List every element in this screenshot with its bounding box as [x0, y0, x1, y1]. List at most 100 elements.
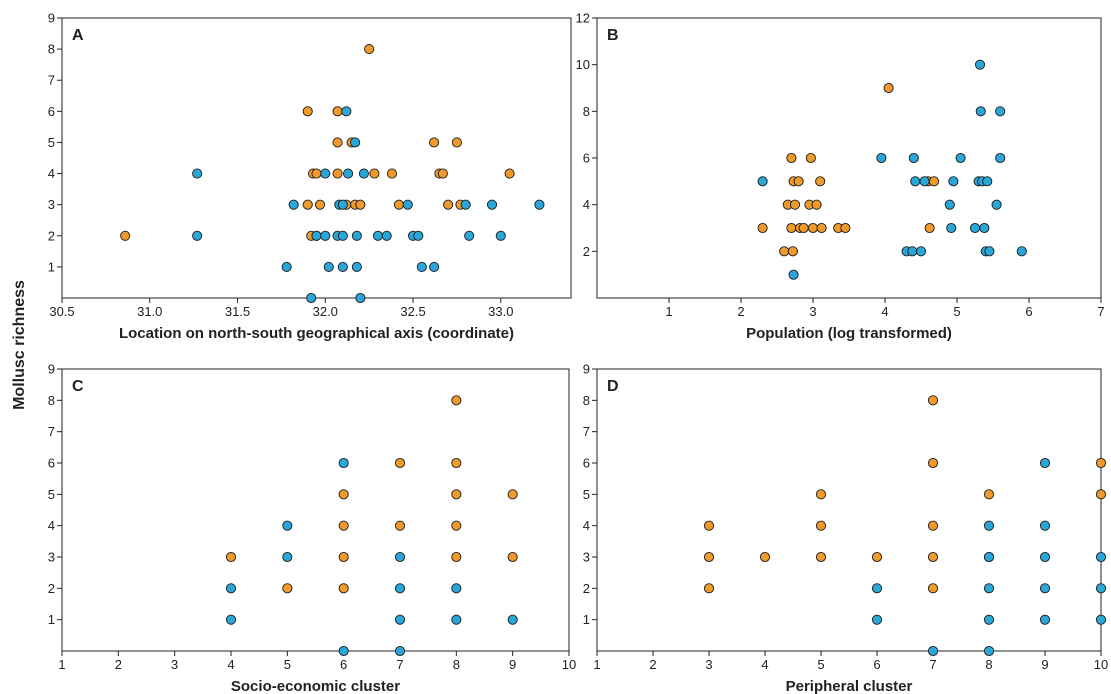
- panel-d-xtick-label: 10: [1094, 657, 1108, 672]
- panel-b-point-orange: [928, 176, 940, 187]
- panel-b-point-blue: [915, 246, 927, 257]
- panel-c-xtick-label: 7: [396, 657, 403, 672]
- panel-a-point-blue: [323, 261, 334, 272]
- panel-b-xtick-label: 1: [665, 304, 672, 319]
- panel-b-point-blue: [876, 152, 887, 164]
- panel-b-ytick-label: 8: [583, 104, 590, 119]
- panel-b-letter: B: [607, 27, 619, 44]
- panel-c-frame: [61, 368, 570, 652]
- panel-a-point-orange: [311, 168, 322, 179]
- panel-a-point-blue: [372, 230, 383, 241]
- panel-c-ytick-label: 9: [48, 362, 55, 377]
- panel-c-point-orange: [507, 551, 518, 563]
- panel-d-point-blue: [1095, 583, 1107, 594]
- panel-d-xtick-label: 7: [929, 657, 936, 672]
- panel-a-ytick-label: 8: [48, 42, 55, 57]
- panel-b-point-blue: [1016, 246, 1027, 257]
- panel-a-point-blue: [337, 261, 348, 272]
- panel-c-point-orange: [451, 551, 462, 563]
- panel-d-point-blue: [983, 614, 995, 625]
- panel-d-point-blue: [983, 551, 995, 563]
- panel-a-letter: A: [72, 27, 84, 44]
- panel-a-point-blue: [311, 230, 322, 241]
- panel-a-point-orange: [332, 137, 343, 148]
- panel-a-point-blue: [413, 230, 424, 241]
- panel-d-point-orange: [871, 551, 883, 563]
- panel-a-xtick-label: 30.5: [49, 304, 74, 319]
- panel-d-point-blue: [1095, 614, 1107, 625]
- panel-a-ytick-label: 9: [48, 11, 55, 26]
- panel-b-point-blue: [975, 106, 986, 117]
- panel-d-xtick-label: 1: [593, 657, 600, 672]
- panel-d-x-axis-title: Peripheral cluster: [786, 678, 913, 694]
- panel-a-point-blue: [351, 230, 362, 241]
- panel-d-xtick-label: 6: [873, 657, 880, 672]
- panel-d-ytick-label: 3: [583, 550, 590, 565]
- panel-d-point-blue: [983, 583, 995, 594]
- panel-b-point-blue: [910, 176, 921, 187]
- panel-d-point-blue: [871, 614, 883, 625]
- panel-b-point-orange: [757, 222, 768, 234]
- panel-a-point-orange: [314, 199, 326, 210]
- panel-a-point-blue: [337, 230, 348, 241]
- panel-c-point-blue: [394, 614, 406, 625]
- panel-a-point-blue: [486, 199, 498, 210]
- panel-c-point-orange: [451, 520, 462, 531]
- panel-d-point-orange: [927, 551, 939, 563]
- panel-d-xtick-label: 3: [705, 657, 712, 672]
- panel-b-point-blue: [982, 176, 993, 187]
- panel-c-xtick-label: 1: [58, 657, 65, 672]
- panel-d-point-orange: [1095, 457, 1107, 469]
- panel-d-point-orange: [815, 551, 827, 563]
- panel-c-point-blue: [451, 583, 462, 594]
- panel-c-ytick-label: 3: [48, 550, 55, 565]
- panel-b-ytick-label: 12: [576, 11, 590, 26]
- panel-d-point-orange: [759, 551, 771, 563]
- panel-b-xtick-label: 3: [809, 304, 816, 319]
- panel-b-xtick-label: 7: [1097, 304, 1104, 319]
- panel-a-point-blue: [402, 199, 413, 210]
- panel-d-ytick-label: 4: [583, 518, 590, 533]
- panel-b-point-blue: [979, 222, 990, 234]
- panel-d-point-blue: [983, 645, 995, 657]
- panel-b-point-blue: [946, 222, 957, 234]
- panel-d-point-blue: [1039, 520, 1051, 531]
- panel-d-letter: D: [607, 378, 619, 395]
- panel-b-ytick-label: 2: [583, 244, 590, 259]
- panel-c-ytick-label: 5: [48, 487, 55, 502]
- panel-a-point-blue: [288, 199, 299, 210]
- panel-a-ytick-label: 2: [48, 228, 55, 243]
- panel-a-point-orange: [302, 199, 313, 210]
- panel-a-point-orange: [429, 137, 440, 148]
- panel-c-point-orange: [338, 489, 349, 500]
- panel-c-xtick-label: 6: [340, 657, 347, 672]
- panel-c-point-blue: [394, 645, 406, 657]
- panel-a-point-orange: [451, 137, 462, 148]
- shared-y-axis-label: Mollusc richness: [11, 280, 28, 410]
- panel-b-x-axis-title: Population (log transformed): [746, 325, 952, 342]
- panel-c-point-orange: [507, 489, 518, 500]
- panel-a-point-blue: [355, 292, 366, 304]
- panel-d-point-blue: [871, 583, 883, 594]
- panel-d: 1 2 3 4 5 6 7 8 9 1 2 3 4 5 6 7 8 9 10 Peripheral cluster D: [583, 362, 1108, 694]
- panel-a-point-blue: [534, 199, 545, 210]
- panel-a-point-orange: [443, 199, 454, 210]
- panel-b-xtick-label: 6: [1025, 304, 1032, 319]
- panel-a-xtick-label: 32.5: [400, 304, 425, 319]
- panel-d-ytick-label: 7: [583, 424, 590, 439]
- panel-b-point-blue: [955, 152, 966, 164]
- panel-a-point-blue: [495, 230, 506, 241]
- panel-d-xtick-label: 2: [649, 657, 656, 672]
- panel-c-ytick-label: 8: [48, 393, 55, 408]
- panel-c-point-blue: [451, 614, 462, 625]
- panel-a-point-orange: [355, 199, 366, 210]
- panel-a-point-orange: [437, 168, 448, 179]
- panel-c-x-axis-title: Socio-economic cluster: [231, 678, 400, 694]
- panel-c-series-orange: [225, 395, 518, 594]
- panel-a-ytick-label: 6: [48, 104, 55, 119]
- panel-c-xtick-label: 8: [453, 657, 460, 672]
- panel-c-point-orange: [338, 583, 349, 594]
- panel-c-ytick-label: 1: [48, 612, 55, 627]
